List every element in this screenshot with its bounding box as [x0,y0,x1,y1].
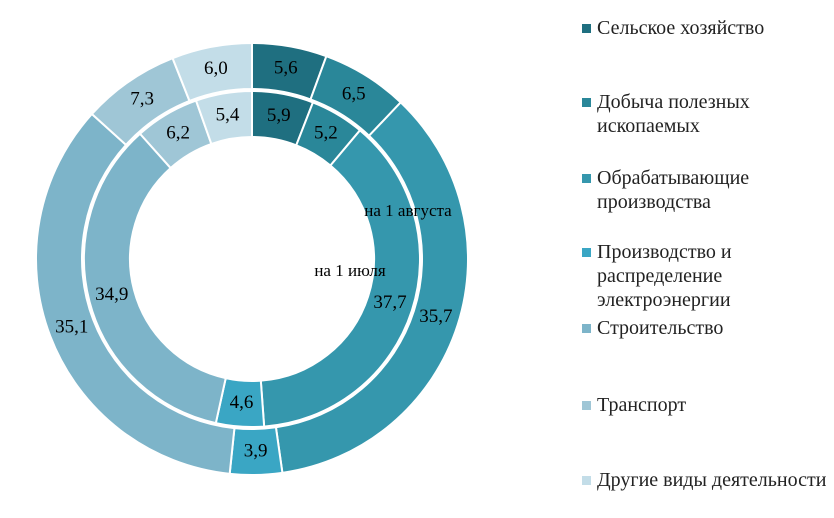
legend-item: Другие виды деятельности [582,468,832,492]
data-label: 6,2 [166,123,190,144]
donut-segment [83,132,227,425]
legend-label: Транспорт [597,394,687,416]
legend-item: Обрабатывающие производства [582,166,832,214]
data-label: 5,4 [216,104,240,125]
data-label: 5,6 [274,57,298,78]
donut-segment [259,128,421,428]
data-label: 34,9 [95,284,128,305]
legend-swatch [582,174,591,183]
legend-swatch [582,248,591,257]
legend-item: Строительство [582,316,832,340]
series-label: на 1 августа [364,201,452,220]
legend-item: Транспорт [582,393,832,417]
data-label: 35,1 [55,316,88,337]
legend-label: Производство и распределение электроэнер… [597,241,732,311]
legend-item: Добыча полезных ископаемых [582,90,832,138]
donut-segment [171,41,253,103]
data-label: 6,0 [204,58,228,79]
data-label: 5,2 [314,123,338,144]
data-label: 7,3 [130,89,154,110]
legend-item: Сельское хозяйство [582,16,832,40]
legend-item: Производство и распределение электроэнер… [582,240,832,312]
data-label: 37,7 [373,292,406,313]
data-label: 3,9 [244,440,268,461]
donut-segment [194,89,253,146]
legend-swatch [582,324,591,333]
data-label: 6,5 [342,83,366,104]
legend-swatch [582,24,591,33]
legend-label: Обрабатывающие производства [597,167,750,213]
legend-swatch [582,476,591,485]
data-label: 5,9 [267,105,291,126]
data-label: 35,7 [419,306,452,327]
legend-label: Другие виды деятельности [597,469,827,491]
legend-label: Добыча полезных ископаемых [597,91,750,137]
legend-label: Строительство [597,317,724,339]
legend-label: Сельское хозяйство [597,17,765,39]
data-label: 4,6 [230,392,254,413]
legend-swatch [582,98,591,107]
series-label: на 1 июля [314,261,386,280]
legend-swatch [582,401,591,410]
